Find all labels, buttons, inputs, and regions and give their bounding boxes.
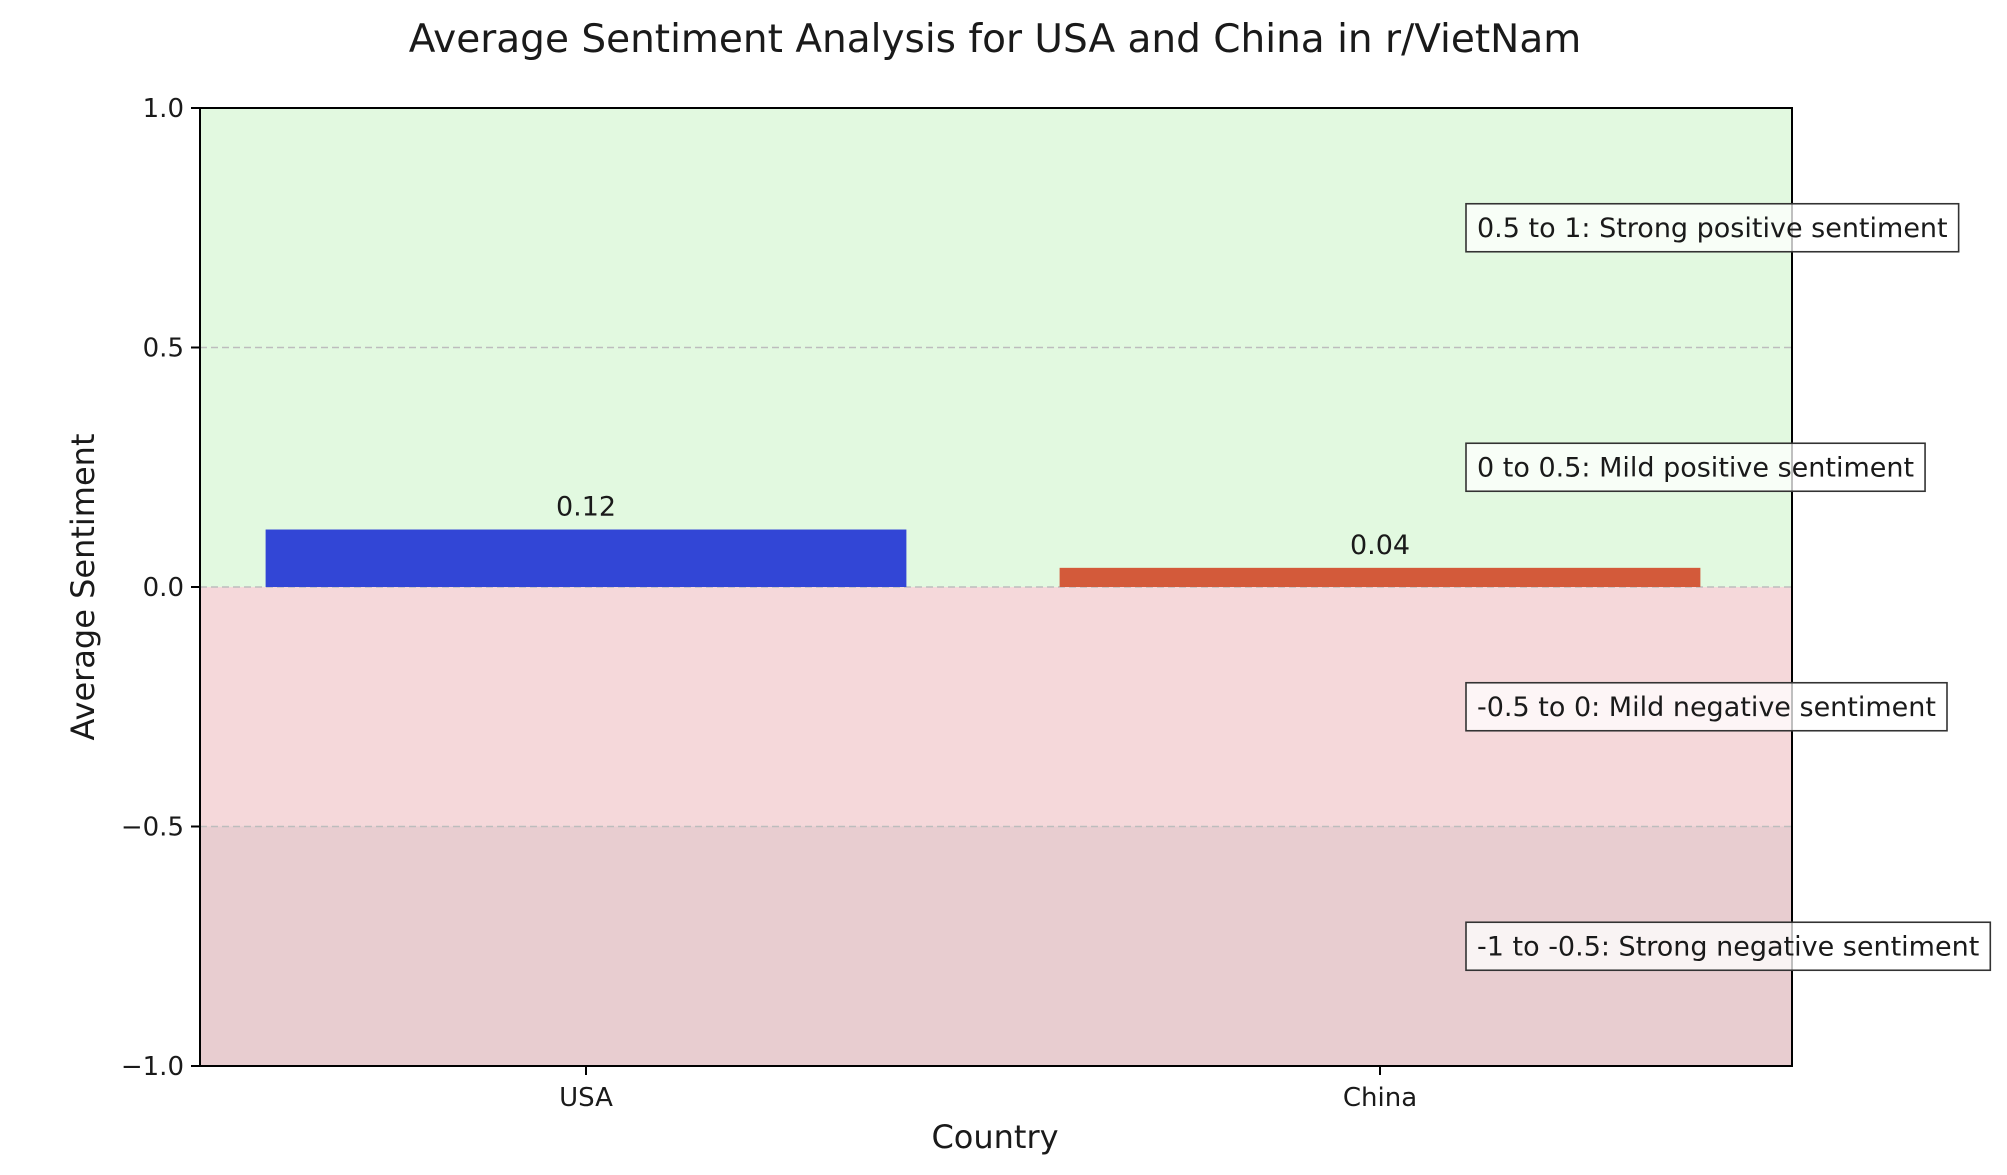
bar-value-label-china: 0.04: [1350, 530, 1410, 561]
x-tick-label-usa: USA: [559, 1083, 613, 1113]
bar-value-labels: 0.12 0.04: [556, 492, 1410, 561]
annotation-1: 0 to 0.5: Mild positive sentiment: [1465, 442, 1926, 493]
y-tick-label-1: 0.5: [143, 334, 184, 364]
bar-value-label-usa: 0.12: [556, 492, 616, 523]
bar-usa: [265, 529, 907, 587]
annotation-box-1: [1465, 442, 1926, 493]
y-axis: 1.0 0.5 0.0 −0.5 −1.0: [121, 94, 200, 1082]
y-tick-label-4: −1.0: [121, 1052, 184, 1082]
bar-china: [1059, 567, 1701, 587]
x-tick-label-china: China: [1343, 1083, 1417, 1113]
y-tick-label-3: −0.5: [121, 813, 184, 843]
x-axis-label: Country: [931, 1118, 1058, 1156]
annotation-text-3: -1 to -0.5: Strong negative sentiment: [1477, 931, 1979, 962]
y-tick-label-0: 1.0: [143, 94, 184, 124]
annotation-0: 0.5 to 1: Strong positive sentiment: [1465, 202, 1960, 253]
annotation-text-2: -0.5 to 0: Mild negative sentiment: [1477, 692, 1936, 723]
annotation-text-1: 0 to 0.5: Mild positive sentiment: [1477, 452, 1914, 483]
annotation-box-2: [1465, 681, 1948, 732]
annotation-box-3: [1465, 921, 1992, 972]
chart-title: Average Sentiment Analysis for USA and C…: [409, 17, 1581, 62]
annotations: 0.5 to 1: Strong positive sentiment 0 to …: [1465, 202, 1992, 972]
x-axis: USA China: [559, 1066, 1417, 1113]
bars: [265, 529, 1701, 587]
annotation-text-0: 0.5 to 1: Strong positive sentiment: [1477, 213, 1948, 244]
annotation-3: -1 to -0.5: Strong negative sentiment: [1465, 921, 1992, 972]
annotation-box-0: [1465, 202, 1960, 253]
y-axis-label: Average Sentiment: [64, 434, 102, 741]
annotation-2: -0.5 to 0: Mild negative sentiment: [1465, 681, 1948, 732]
y-tick-label-2: 0.0: [143, 573, 184, 603]
